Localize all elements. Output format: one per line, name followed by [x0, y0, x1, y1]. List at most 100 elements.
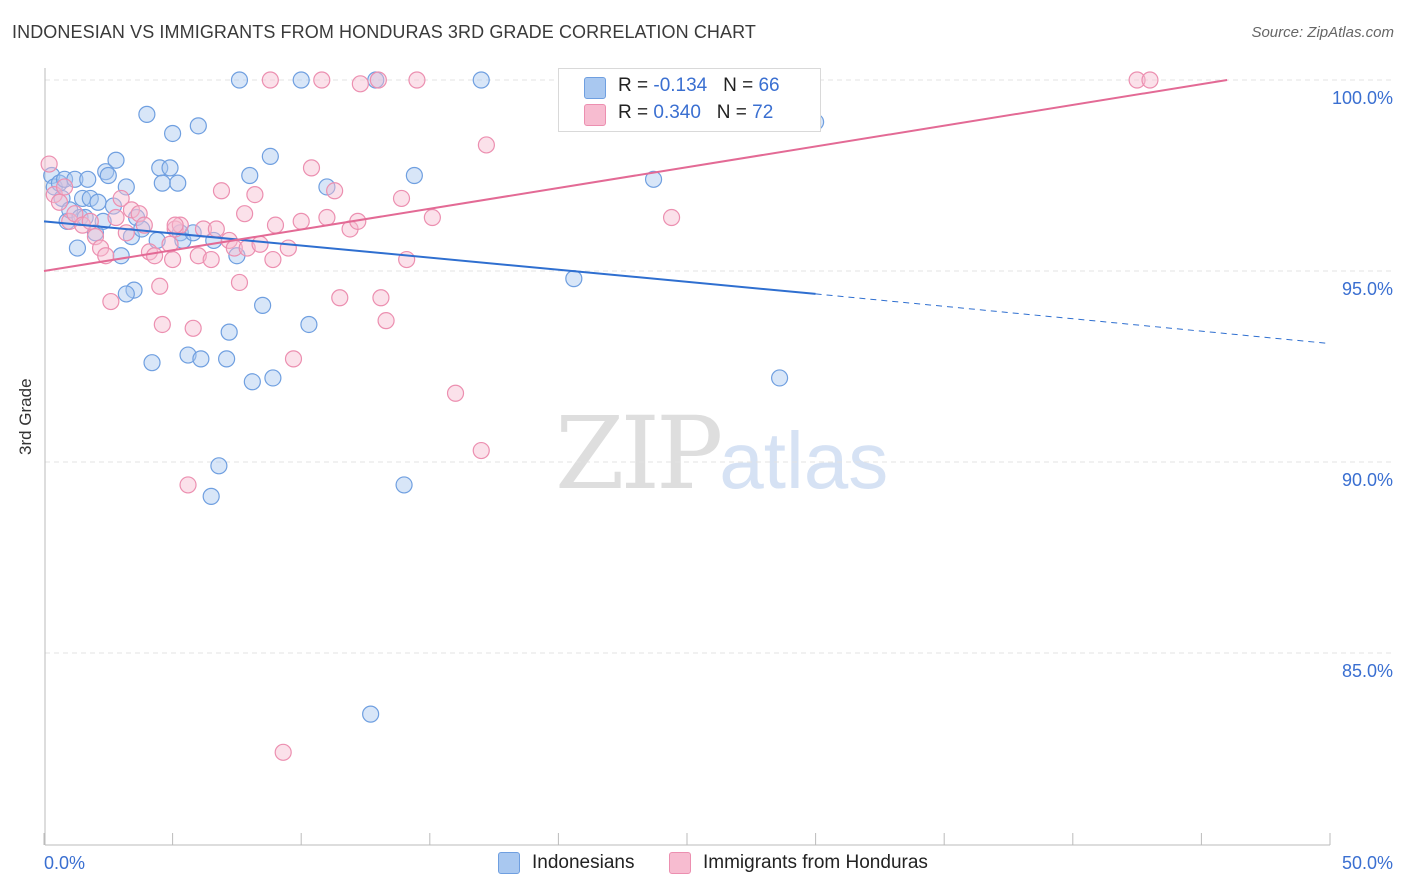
- point-honduras: [302, 159, 321, 177]
- point-indonesians: [99, 166, 117, 185]
- point-honduras: [313, 71, 331, 89]
- point-honduras: [331, 289, 349, 307]
- y-tick-label: 90.0%: [1342, 470, 1393, 490]
- y-tick-label: 85.0%: [1342, 661, 1393, 681]
- point-honduras: [40, 155, 58, 173]
- point-honduras: [662, 208, 681, 227]
- point-indonesians: [189, 117, 207, 135]
- point-honduras: [55, 178, 74, 196]
- point-honduras: [318, 208, 336, 227]
- point-honduras: [153, 315, 171, 334]
- point-honduras: [351, 75, 369, 93]
- point-honduras: [189, 247, 207, 265]
- point-honduras: [279, 239, 297, 257]
- point-indonesians: [89, 193, 107, 211]
- legend-swatch-blue: [498, 852, 520, 874]
- point-indonesians: [395, 476, 413, 494]
- point-honduras: [230, 273, 249, 292]
- point-honduras: [1141, 71, 1159, 89]
- point-honduras: [372, 289, 390, 307]
- legend-swatch-blue: [584, 77, 606, 99]
- trend-line-honduras: [43, 79, 1228, 272]
- legend-item-honduras[interactable]: Immigrants from Honduras: [669, 852, 928, 874]
- point-indonesians: [218, 350, 236, 368]
- legend-r-label: R =: [618, 75, 654, 96]
- stats-legend: R = -0.134 N = 66 R = 0.340 N = 72: [558, 68, 821, 132]
- legend-r-label: R =: [618, 102, 654, 123]
- point-honduras: [107, 208, 125, 227]
- point-honduras: [274, 743, 292, 761]
- point-indonesians: [405, 166, 423, 185]
- point-indonesians: [202, 487, 220, 505]
- trend-line-indonesians-extension: [815, 293, 1331, 345]
- point-honduras: [135, 216, 153, 234]
- point-honduras: [184, 319, 202, 337]
- point-indonesians: [230, 71, 249, 89]
- point-indonesians: [243, 373, 261, 391]
- legend-label-indonesians: Indonesians: [532, 852, 635, 873]
- legend-swatch-pink: [669, 852, 691, 874]
- watermark-atlas: atlas: [719, 416, 889, 505]
- point-honduras: [261, 71, 279, 89]
- series-legend: Indonesians Immigrants from Honduras: [0, 852, 1406, 878]
- point-honduras: [50, 193, 69, 211]
- point-indonesians: [79, 170, 97, 188]
- point-honduras: [236, 205, 254, 223]
- point-honduras: [102, 292, 120, 311]
- point-indonesians: [318, 178, 336, 196]
- point-indonesians: [161, 159, 179, 177]
- point-honduras: [1128, 71, 1146, 89]
- point-honduras: [212, 182, 231, 200]
- point-honduras: [477, 136, 495, 154]
- point-honduras: [151, 277, 169, 295]
- x-tick-label: 0.0%: [44, 853, 85, 873]
- y-tick-label: 100.0%: [1332, 88, 1393, 108]
- point-indonesians: [143, 354, 161, 372]
- point-indonesians: [264, 369, 282, 387]
- legend-r-value: 0.340: [653, 102, 701, 123]
- point-indonesians: [169, 174, 187, 192]
- legend-n-label: N =: [723, 75, 759, 96]
- point-honduras: [122, 201, 141, 219]
- point-honduras: [145, 247, 164, 265]
- point-honduras: [472, 441, 490, 460]
- legend-label-honduras: Immigrants from Honduras: [703, 852, 928, 873]
- point-indonesians: [565, 270, 583, 288]
- point-indonesians: [107, 151, 125, 169]
- watermark-zip: ZIP: [555, 395, 723, 512]
- point-indonesians: [770, 369, 789, 387]
- x-tick-label: 50.0%: [1342, 853, 1393, 873]
- watermark: ZIPatlas: [555, 395, 888, 512]
- point-indonesians: [81, 189, 99, 208]
- point-honduras: [164, 250, 182, 269]
- point-indonesians: [112, 247, 130, 265]
- point-indonesians: [261, 147, 279, 165]
- point-honduras: [207, 220, 225, 238]
- point-honduras: [246, 186, 264, 204]
- point-indonesians: [362, 705, 380, 723]
- point-indonesians: [94, 212, 112, 230]
- point-indonesians: [179, 346, 197, 364]
- point-honduras: [408, 71, 426, 89]
- legend-item-indonesians[interactable]: Indonesians: [498, 852, 634, 874]
- legend-swatch-pink: [584, 104, 606, 126]
- legend-n-value: 66: [758, 75, 780, 96]
- point-honduras: [284, 350, 303, 368]
- point-indonesians: [164, 124, 182, 143]
- point-indonesians: [220, 323, 238, 341]
- point-honduras: [264, 250, 282, 269]
- point-indonesians: [184, 224, 202, 242]
- legend-n-value: 72: [752, 102, 774, 123]
- point-indonesians: [210, 457, 228, 475]
- chart-title: INDONESIAN VS IMMIGRANTS FROM HONDURAS 3…: [12, 22, 757, 42]
- point-honduras: [292, 212, 310, 230]
- point-indonesians: [68, 239, 87, 257]
- trend-line-indonesians: [43, 220, 816, 295]
- point-honduras: [423, 208, 441, 227]
- legend-n-label: N =: [716, 102, 753, 123]
- point-indonesians: [644, 170, 663, 188]
- point-honduras: [166, 216, 184, 234]
- point-honduras: [369, 71, 387, 89]
- legend-r-value: -0.134: [653, 75, 708, 96]
